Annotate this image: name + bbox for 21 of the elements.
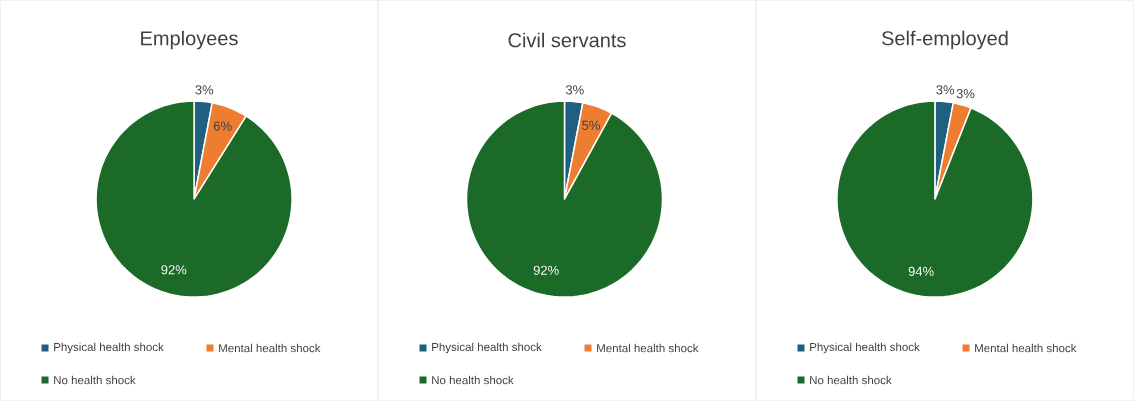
data-label: 3% (565, 85, 584, 95)
chart-title: Civil servants (508, 32, 626, 48)
data-label: 3% (956, 89, 975, 99)
legend-label: No health shock (810, 375, 892, 385)
data-label: 92% (533, 265, 559, 275)
data-label: 3% (936, 85, 955, 95)
legend-label: Physical health shock (54, 342, 164, 354)
chart-title: Employees (141, 30, 238, 50)
legend-label: Mental health shock (597, 343, 699, 353)
data-label: 5% (582, 120, 600, 130)
legend-label: Physical health shock (810, 342, 920, 354)
data-label: 94% (908, 266, 934, 276)
chart-title: Self-employed (881, 30, 1008, 50)
data-label: 6% (213, 121, 232, 131)
data-label: 92% (161, 265, 187, 275)
legend-label: No health shock (54, 375, 136, 385)
legend-label: No health shock (432, 375, 514, 385)
data-label: 3% (195, 85, 214, 95)
legend-label: Mental health shock (219, 343, 321, 353)
legend-label: Physical health shock (432, 342, 542, 354)
legend-label: Mental health shock (975, 343, 1077, 353)
